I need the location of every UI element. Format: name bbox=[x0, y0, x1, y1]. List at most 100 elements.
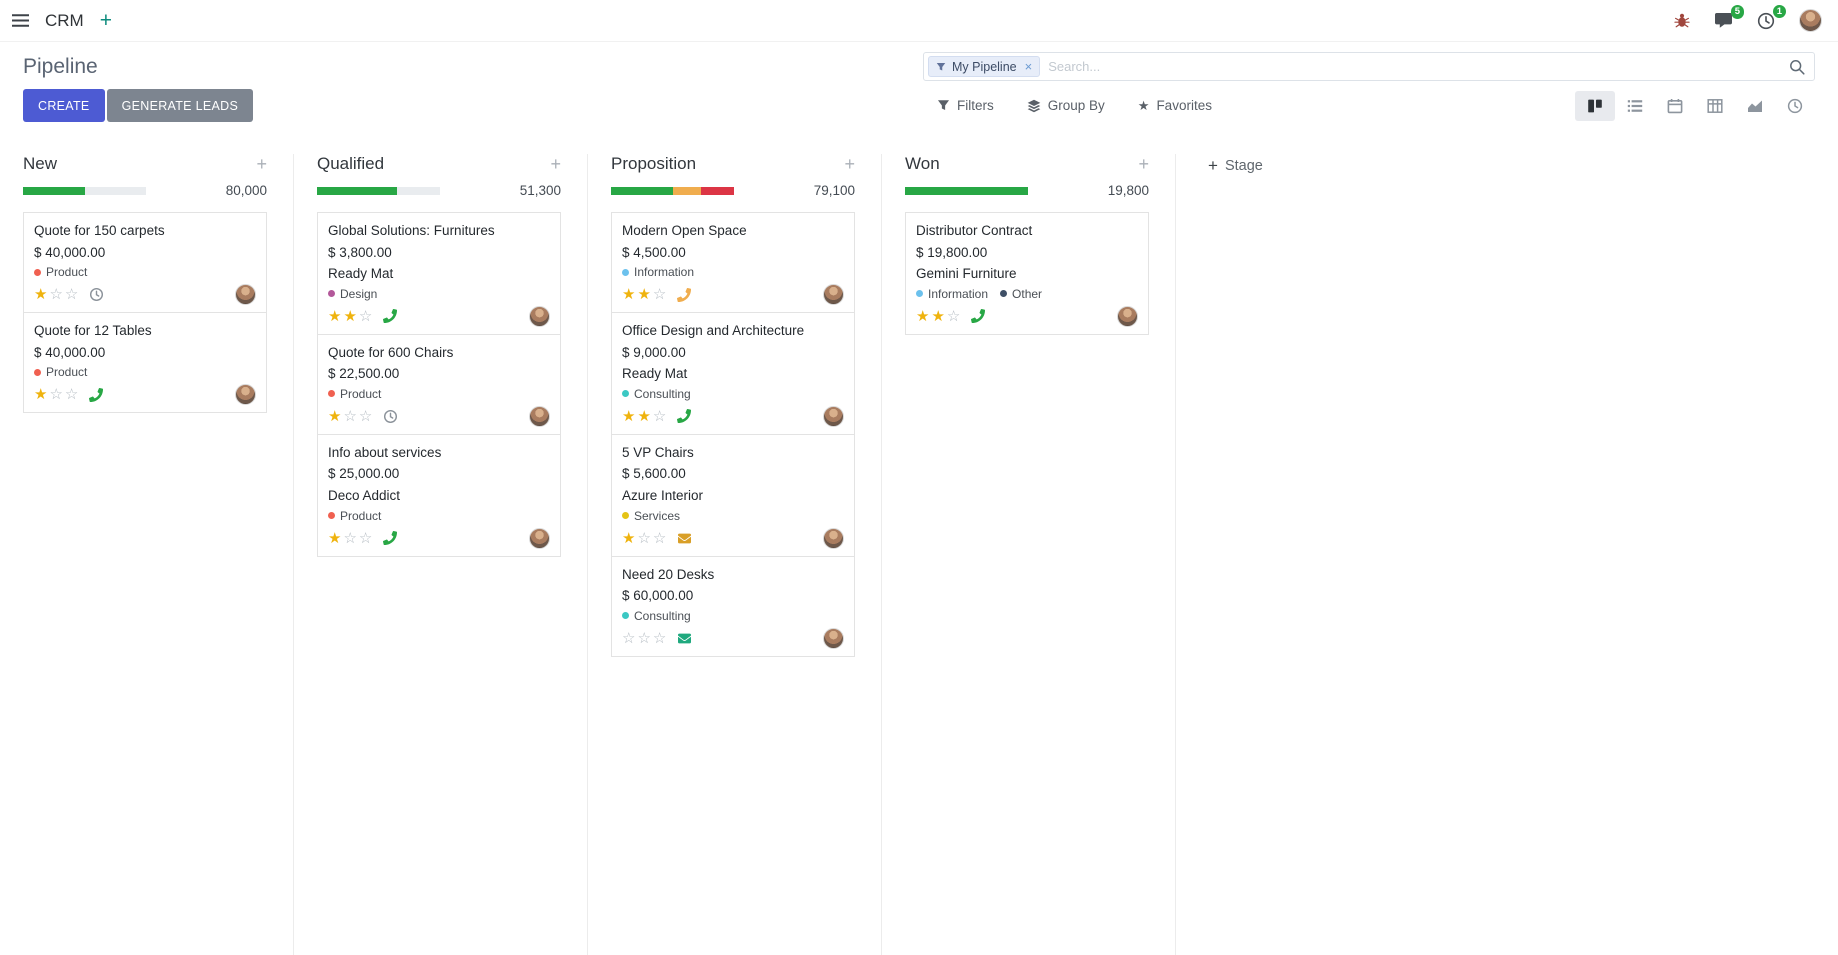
progress-segment[interactable] bbox=[700, 186, 734, 195]
search-facet[interactable]: My Pipeline × bbox=[928, 56, 1041, 77]
kanban-card[interactable]: Modern Open Space $ 4,500.00 Information ★ ★… bbox=[611, 212, 855, 314]
progress-segment[interactable] bbox=[317, 186, 397, 195]
priority-star[interactable]: ★ bbox=[328, 307, 342, 325]
priority-star[interactable]: ★ bbox=[34, 386, 48, 404]
create-button[interactable]: CREATE bbox=[23, 89, 105, 122]
kanban-card[interactable]: Global Solutions: Furnitures $ 3,800.00 Re… bbox=[317, 212, 561, 335]
facet-remove-icon[interactable]: × bbox=[1024, 59, 1033, 74]
navbar-plus-icon[interactable]: + bbox=[99, 9, 112, 32]
activity-phone-icon[interactable] bbox=[971, 309, 986, 324]
priority-star[interactable]: ☆ bbox=[343, 529, 357, 547]
priority-star[interactable]: ☆ bbox=[358, 529, 373, 547]
activity-envelope-icon[interactable] bbox=[677, 532, 692, 545]
card-title: Modern Open Space bbox=[622, 223, 747, 238]
view-list-button[interactable] bbox=[1615, 91, 1655, 121]
star-icon: ★ bbox=[1137, 98, 1150, 113]
progress-segment[interactable] bbox=[905, 186, 1028, 195]
filters-button[interactable]: Filters bbox=[937, 98, 994, 113]
column-total: 19,800 bbox=[1107, 183, 1149, 198]
priority-star[interactable]: ☆ bbox=[637, 629, 651, 647]
column-quick-create-icon[interactable]: + bbox=[256, 154, 267, 174]
column-quick-create-icon[interactable]: + bbox=[1138, 154, 1149, 174]
kanban-card[interactable]: Info about services $ 25,000.00 Deco Addic… bbox=[317, 433, 561, 557]
view-activity-button[interactable] bbox=[1775, 91, 1815, 121]
activity-phone-icon[interactable] bbox=[677, 409, 692, 424]
activity-envelope-icon[interactable] bbox=[677, 632, 692, 645]
priority-star[interactable]: ☆ bbox=[622, 629, 636, 647]
priority-star[interactable]: ☆ bbox=[64, 286, 79, 304]
column-progressbar[interactable] bbox=[905, 186, 1028, 195]
activity-clock-icon[interactable] bbox=[89, 287, 104, 302]
user-avatar[interactable] bbox=[1799, 9, 1822, 32]
view-graph-button[interactable] bbox=[1735, 91, 1775, 121]
kanban-board: New +80,000 Quote for 150 carpets $ 40,000.… bbox=[0, 132, 1838, 955]
kanban-card[interactable]: Quote for 12 Tables $ 40,000.00 Product ★ ☆ ☆ bbox=[23, 312, 267, 414]
progress-segment[interactable] bbox=[672, 186, 701, 195]
activity-phone-icon[interactable] bbox=[383, 531, 398, 545]
activities-count-badge: 1 bbox=[1772, 4, 1786, 18]
priority-star[interactable]: ☆ bbox=[343, 407, 357, 425]
column-progress: 80,000 bbox=[23, 183, 267, 198]
favorites-button[interactable]: ★ Favorites bbox=[1138, 98, 1212, 113]
priority-star[interactable]: ★ bbox=[622, 286, 636, 304]
column-progressbar[interactable] bbox=[317, 186, 440, 195]
priority-star[interactable]: ☆ bbox=[64, 386, 79, 404]
priority-star[interactable]: ☆ bbox=[652, 629, 667, 647]
priority-star[interactable]: ★ bbox=[931, 307, 945, 325]
priority-star[interactable]: ★ bbox=[343, 307, 357, 325]
column-quick-create-icon[interactable]: + bbox=[550, 154, 561, 174]
generate-leads-button[interactable]: GENERATE LEADS bbox=[106, 89, 254, 122]
card-company: Azure Interior bbox=[622, 487, 704, 503]
priority-star[interactable]: ☆ bbox=[49, 286, 63, 304]
search-input[interactable] bbox=[1048, 59, 1781, 74]
app-name[interactable]: CRM bbox=[45, 10, 84, 30]
kanban-card[interactable]: 5 VP Chairs $ 5,600.00 Azure Interior Servi… bbox=[611, 433, 855, 557]
column-quick-create-icon[interactable]: + bbox=[844, 154, 855, 174]
priority-star[interactable]: ★ bbox=[622, 407, 636, 425]
column-progressbar[interactable] bbox=[611, 186, 734, 195]
add-stage-button[interactable]: + Stage bbox=[1208, 154, 1263, 174]
priority-star[interactable]: ★ bbox=[622, 529, 636, 547]
activity-clock-icon[interactable] bbox=[383, 409, 398, 424]
priority-star[interactable]: ☆ bbox=[358, 407, 373, 425]
kanban-card[interactable]: Office Design and Architecture $ 9,000.00… bbox=[611, 312, 855, 435]
debug-bug-icon[interactable] bbox=[1674, 12, 1690, 29]
column-cards: Quote for 150 carpets $ 40,000.00 Product ★… bbox=[23, 212, 267, 414]
priority-star[interactable]: ☆ bbox=[358, 307, 373, 325]
priority-star[interactable]: ☆ bbox=[652, 407, 667, 425]
activity-phone-icon[interactable] bbox=[89, 387, 104, 402]
activity-phone-icon[interactable] bbox=[677, 287, 692, 302]
progress-segment[interactable] bbox=[23, 186, 85, 195]
search-options: Filters Group By ★ Favorites bbox=[923, 98, 1212, 113]
activities-icon[interactable]: 1 bbox=[1757, 4, 1786, 30]
priority-star[interactable]: ★ bbox=[328, 407, 342, 425]
search-bar[interactable]: My Pipeline × bbox=[923, 52, 1815, 81]
search-icon[interactable] bbox=[1789, 59, 1805, 75]
kanban-card[interactable]: Need 20 Desks $ 60,000.00 Consulting ☆ ☆ ☆ bbox=[611, 555, 855, 657]
group-by-button[interactable]: Group By bbox=[1027, 98, 1105, 113]
kanban-card[interactable]: Distributor Contract $ 19,800.00 Gemini Fu… bbox=[905, 212, 1149, 335]
priority-star[interactable]: ★ bbox=[328, 529, 342, 547]
activity-phone-icon[interactable] bbox=[383, 309, 398, 324]
progress-segment[interactable] bbox=[611, 186, 673, 195]
apps-menu-icon[interactable] bbox=[10, 10, 31, 31]
kanban-card[interactable]: Quote for 150 carpets $ 40,000.00 Product ★… bbox=[23, 212, 267, 314]
column-progressbar[interactable] bbox=[23, 186, 146, 195]
priority-star[interactable]: ★ bbox=[916, 307, 930, 325]
priority-star[interactable]: ★ bbox=[34, 286, 48, 304]
priority-star[interactable]: ☆ bbox=[652, 529, 667, 547]
priority-star[interactable]: ☆ bbox=[49, 386, 63, 404]
priority-star[interactable]: ★ bbox=[637, 286, 651, 304]
view-pivot-button[interactable] bbox=[1695, 91, 1735, 121]
view-calendar-button[interactable] bbox=[1655, 91, 1695, 121]
card-company: Gemini Furniture bbox=[916, 266, 1017, 282]
priority-star[interactable]: ☆ bbox=[652, 286, 667, 304]
tag: Product bbox=[34, 365, 87, 379]
messages-icon[interactable]: 5 bbox=[1714, 5, 1744, 29]
kanban-card[interactable]: Quote for 600 Chairs $ 22,500.00 Product ★ ☆… bbox=[317, 333, 561, 435]
view-kanban-button[interactable] bbox=[1575, 90, 1615, 121]
tag-color-dot bbox=[622, 390, 629, 398]
priority-star[interactable]: ★ bbox=[637, 407, 651, 425]
priority-star[interactable]: ☆ bbox=[637, 529, 651, 547]
priority-star[interactable]: ☆ bbox=[946, 307, 961, 325]
